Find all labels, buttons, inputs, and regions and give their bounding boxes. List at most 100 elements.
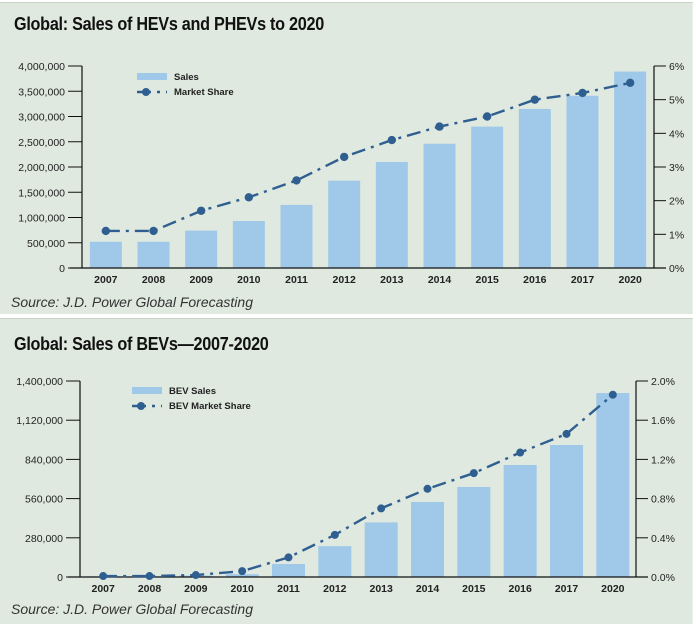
line-series — [99, 390, 617, 581]
bar-2011 — [280, 204, 313, 268]
bar-2016 — [503, 465, 537, 577]
legend: BEV Sales BEV Market Share — [132, 386, 251, 412]
legend-bar-swatch — [137, 73, 167, 80]
source-note: Source: J.D. Power Global Forecasting — [11, 294, 253, 310]
bar-2010 — [225, 574, 259, 577]
left-tick-label: 0 — [59, 263, 65, 275]
market-share-point-2014 — [423, 484, 432, 493]
market-share-point-2009 — [196, 206, 206, 215]
bar-2012 — [318, 546, 352, 577]
bar-2013 — [375, 161, 408, 268]
x-tick-label: 2015 — [462, 583, 486, 595]
bar-2020 — [596, 393, 630, 577]
bar-2012 — [328, 180, 361, 268]
bar-2011 — [272, 563, 305, 577]
x-tick-label: 2011 — [277, 583, 300, 595]
left-tick-label: 0 — [57, 572, 63, 584]
bar-2007 — [89, 241, 122, 268]
bar-series — [86, 393, 630, 577]
left-tick-label: 1,120,000 — [16, 415, 63, 427]
x-tick-label: 2010 — [237, 274, 261, 286]
market-share-point-2020 — [608, 390, 617, 399]
left-tick-label: 3,500,000 — [18, 86, 65, 98]
market-share-point-2008 — [145, 572, 154, 581]
right-tick-label: 3% — [669, 162, 684, 174]
right-tick-label: 1% — [669, 229, 684, 241]
x-tick-label: 2016 — [523, 274, 547, 286]
x-tick-label: 2009 — [184, 583, 208, 595]
x-tick-label: 2012 — [332, 274, 356, 286]
left-tick-label: 4,000,000 — [18, 61, 65, 73]
market-share-point-2017 — [562, 429, 571, 438]
x-tick-label: 2015 — [475, 274, 499, 286]
legend-marker-icon — [142, 88, 150, 96]
market-share-point-2007 — [101, 226, 111, 236]
bar-2009 — [185, 230, 218, 268]
right-tick-label: 2.0% — [651, 376, 675, 388]
right-tick-label: 5% — [669, 95, 684, 107]
x-tick-label: 2008 — [142, 274, 166, 286]
bev-chart-panel: Global: Sales of BEVs—2007-2020 0 280,000… — [0, 318, 693, 624]
market-share-point-2010 — [238, 567, 247, 576]
market-share-point-2020 — [625, 78, 635, 88]
left-tick-label: 1,400,000 — [16, 376, 63, 388]
bar-2020 — [614, 71, 647, 269]
x-tick-label: 2007 — [94, 274, 118, 286]
market-share-line — [103, 393, 614, 578]
bar-series — [89, 71, 647, 269]
left-tick-label: 560,000 — [25, 494, 63, 506]
bar-2015 — [471, 126, 504, 268]
right-tick-label: 4% — [669, 128, 684, 140]
x-tick-label: 2010 — [230, 583, 254, 595]
x-tick-label: 2011 — [285, 274, 308, 286]
left-tick-label: 280,000 — [25, 533, 63, 545]
right-tick-label: 0.4% — [651, 533, 675, 545]
x-tick-label: 2016 — [508, 583, 532, 595]
market-share-point-2009 — [191, 571, 200, 580]
right-tick-label: 6% — [669, 61, 684, 73]
bar-2010 — [232, 221, 265, 268]
bar-2017 — [566, 95, 599, 268]
left-tick-label: 2,500,000 — [18, 137, 65, 149]
market-share-point-2016 — [516, 448, 525, 457]
x-tick-label: 2014 — [428, 274, 452, 286]
right-tick-label: 0% — [669, 263, 684, 275]
market-share-point-2015 — [482, 112, 492, 121]
left-tick-label: 840,000 — [25, 454, 63, 466]
bar-2016 — [518, 108, 551, 268]
legend-marker-icon — [137, 402, 145, 410]
x-tick-label: 2020 — [601, 583, 625, 595]
chart-title: Global: Sales of BEVs—2007-2020 — [14, 334, 269, 354]
x-tick-label: 2020 — [618, 274, 642, 286]
x-tick-label: 2013 — [380, 274, 404, 286]
market-share-point-2013 — [377, 504, 386, 513]
x-tick-label: 2007 — [91, 583, 115, 595]
market-share-point-2010 — [244, 193, 254, 202]
market-share-point-2008 — [149, 226, 158, 236]
market-share-point-2011 — [284, 553, 293, 562]
market-share-point-2012 — [330, 530, 339, 539]
hev-phev-sales-chart: 0 500,000 1,000,000 1,500,000 2,000,000 2,500… — [18, 61, 684, 286]
bev-sales-chart: 0 280,000 560,000 840,000 1,120,000 1,400,000… — [16, 376, 675, 595]
legend-label: BEV Sales — [169, 386, 216, 397]
left-tick-label: 1,500,000 — [18, 187, 65, 199]
bar-2015 — [457, 486, 491, 577]
x-tick-label: 2009 — [189, 274, 213, 286]
market-share-point-2013 — [387, 135, 397, 145]
market-share-point-2011 — [292, 176, 301, 185]
bar-2013 — [364, 522, 398, 577]
legend-label: BEV Market Share — [169, 401, 251, 412]
right-tick-label: 0.0% — [651, 572, 675, 584]
left-tick-label: 2,000,000 — [18, 162, 65, 174]
x-tick-label: 2012 — [323, 583, 347, 595]
right-tick-label: 0.8% — [651, 494, 675, 506]
bar-2014 — [411, 501, 444, 577]
legend-label: Market Share — [174, 87, 234, 98]
bar-2017 — [550, 444, 583, 577]
source-note: Source: J.D. Power Global Forecasting — [11, 601, 253, 617]
market-share-line — [105, 81, 631, 233]
market-share-point-2007 — [99, 572, 108, 581]
right-tick-label: 1.6% — [651, 415, 675, 427]
market-share-point-2014 — [435, 122, 444, 131]
legend: Sales Market Share — [137, 72, 234, 98]
